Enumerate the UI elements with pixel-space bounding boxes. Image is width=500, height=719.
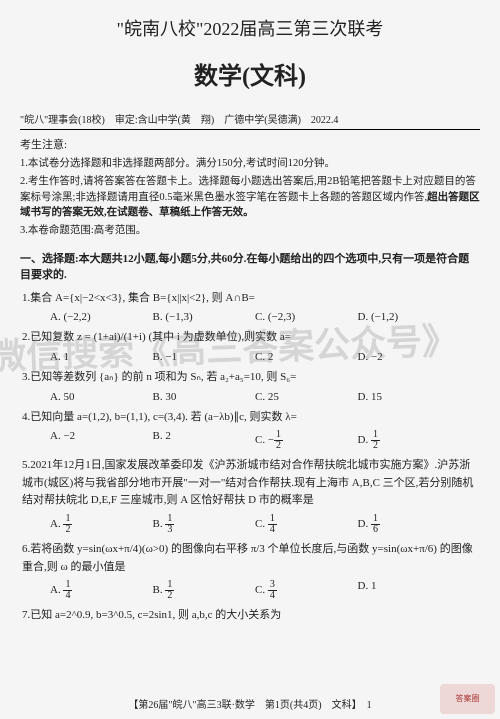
notice-item-1: 1.本试卷分选择题和非选择题两部分。满分150分,考试时间120分钟。	[20, 156, 480, 172]
question-3: 3.已知等差数列 {aₙ} 的前 n 项和为 Sₙ, 若 a₂+a₅=10, 则…	[20, 369, 480, 387]
q2-opt-b: B. −1	[153, 351, 256, 363]
q3-opt-a: A. 50	[50, 391, 153, 403]
q6-opt-a: A. 14	[50, 580, 153, 601]
q4-opt-a: A. −2	[50, 430, 153, 451]
question-4: 4.已知向量 a=(1,2), b=(1,1), c=(3,4). 若 (a−λ…	[20, 409, 480, 427]
q3-opt-d: D. 15	[358, 391, 461, 403]
question-7: 7.已知 a=2^0.9, b=3^0.5, c=2sin1, 则 a,b,c …	[20, 607, 480, 625]
q1-opt-c: C. (−2,3)	[255, 311, 358, 323]
q3-opt-b: B. 30	[153, 391, 256, 403]
q2-options: A. 1 B. −1 C. 2 D. −2	[20, 351, 480, 363]
q5-opt-b: B. 13	[153, 514, 256, 535]
notice-heading: 考生注意:	[20, 136, 480, 152]
q5-opt-d: D. 16	[358, 514, 461, 535]
q4-opt-d: D. 12	[358, 430, 461, 451]
q6-opt-b: B. 12	[153, 580, 256, 601]
section-1-heading: 一、选择题:本大题共12小题,每小题5分,共60分.在每小题给出的四个选项中,只…	[20, 251, 480, 284]
notice-item-2-text: 2.考生作答时,请将答案答在答题卡上。选择题每小题选出答案后,用2B铅笔把答题卡…	[20, 176, 476, 203]
question-6: 6.若将函数 y=sin(ωx+π/4)(ω>0) 的图像向右平移 π/3 个单…	[20, 541, 480, 576]
question-5: 5.2021年12月1日,国家发展改革委印发《沪苏浙城市结对合作帮扶皖北城市实施…	[20, 457, 480, 510]
q3-opt-c: C. 25	[255, 391, 358, 403]
q3-stem: 3.已知等差数列 {aₙ} 的前 n 项和为 Sₙ, 若 a₂+a₅=10, 则…	[20, 369, 480, 387]
q1-opt-b: B. (−1,3)	[153, 311, 256, 323]
q1-options: A. (−2,2) B. (−1,3) C. (−2,3) D. (−1,2)	[20, 311, 480, 323]
q4-stem: 4.已知向量 a=(1,2), b=(1,1), c=(3,4). 若 (a−λ…	[20, 409, 480, 427]
q2-stem: 2.已知复数 z = (1+ai)/(1+i) (其中 i 为虚数单位),则实数…	[20, 329, 480, 347]
q5-opt-a: A. 12	[50, 514, 153, 535]
q2-opt-d: D. −2	[358, 351, 461, 363]
q7-stem: 7.已知 a=2^0.9, b=3^0.5, c=2sin1, 则 a,b,c …	[20, 607, 480, 625]
exam-main-title: "皖南八校"2022届高三第三次联考	[20, 15, 480, 41]
q1-opt-a: A. (−2,2)	[50, 311, 153, 323]
notice-item-2: 2.考生作答时,请将答案答在答题卡上。选择题每小题选出答案后,用2B铅笔把答题卡…	[20, 174, 480, 221]
q5-options: A. 12 B. 13 C. 14 D. 16	[20, 514, 480, 535]
q2-opt-a: A. 1	[50, 351, 153, 363]
q1-stem: 1.集合 A={x|−2<x<3}, 集合 B={x||x|<2}, 则 A∩B…	[20, 290, 480, 308]
q6-stem: 6.若将函数 y=sin(ωx+π/4)(ω>0) 的图像向右平移 π/3 个单…	[20, 541, 480, 576]
q6-opt-d: D. 1	[358, 580, 461, 601]
question-1: 1.集合 A={x|−2<x<3}, 集合 B={x||x|<2}, 则 A∩B…	[20, 290, 480, 308]
exam-subject-title: 数学(文科)	[20, 56, 480, 91]
q4-options: A. −2 B. 2 C. −12 D. 12	[20, 430, 480, 451]
q5-stem: 5.2021年12月1日,国家发展改革委印发《沪苏浙城市结对合作帮扶皖北城市实施…	[20, 457, 480, 510]
q2-opt-c: C. 2	[255, 351, 358, 363]
page-footer: 【第26届"皖八"高三3联·数学 第1页(共4页) 文科】 1	[0, 696, 500, 711]
q4-opt-b: B. 2	[153, 430, 256, 451]
q5-opt-c: C. 14	[255, 514, 358, 535]
q3-options: A. 50 B. 30 C. 25 D. 15	[20, 391, 480, 403]
q1-opt-d: D. (−1,2)	[358, 311, 461, 323]
q6-options: A. 14 B. 12 C. 34 D. 1	[20, 580, 480, 601]
q6-opt-c: C. 34	[255, 580, 358, 601]
notice-item-3: 3.本卷命题范围:高考范围。	[20, 223, 480, 239]
question-2: 2.已知复数 z = (1+ai)/(1+i) (其中 i 为虚数单位),则实数…	[20, 329, 480, 347]
exam-meta: "皖八"理事会(18校) 审定:含山中学(黄 翔) 广德中学(吴德满) 2022…	[20, 111, 480, 130]
q4-opt-c: C. −12	[255, 430, 358, 451]
corner-badge: 答案圈	[440, 684, 495, 714]
